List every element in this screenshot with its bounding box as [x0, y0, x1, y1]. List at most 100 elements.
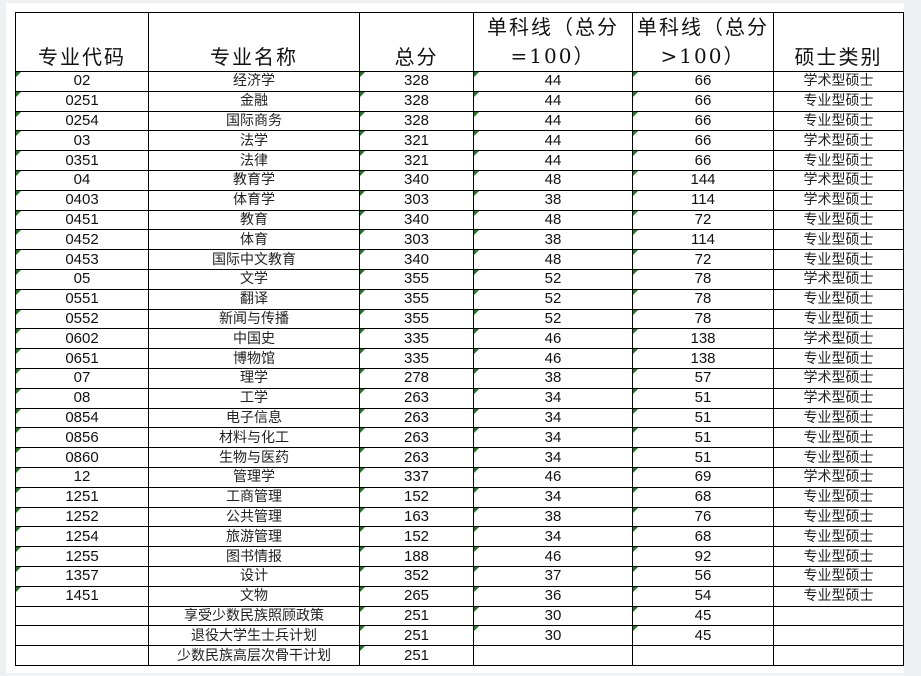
single-line-gt100: 69 [632, 466, 774, 488]
major-name: 中国史 [148, 328, 360, 350]
header-total: 总分 [359, 12, 474, 72]
major-name: 理学 [148, 367, 360, 389]
single-line-100: 44 [473, 90, 633, 112]
degree-type [773, 625, 904, 647]
total-score: 251 [359, 605, 474, 627]
single-line-100: 36 [473, 585, 633, 607]
single-line-100: 38 [473, 229, 633, 251]
table-row: 0602 中国史 335 46 138 学术型硕士 [15, 328, 904, 350]
table-row: 02 经济学 328 44 66 学术型硕士 [15, 71, 904, 92]
total-score: 263 [359, 447, 474, 468]
total-score: 352 [359, 565, 474, 587]
major-name: 文学 [148, 268, 360, 290]
major-name: 教育学 [148, 169, 360, 191]
degree-type: 学术型硕士 [773, 387, 904, 409]
major-code: 1357 [15, 565, 149, 587]
header-single-100: 单科线（总分=100） [473, 12, 633, 72]
major-code: 0251 [15, 90, 149, 112]
major-code: 1451 [15, 585, 149, 607]
degree-type: 专业型硕士 [773, 110, 904, 132]
major-code: 0651 [15, 348, 149, 369]
major-name: 文物 [148, 585, 360, 607]
degree-type: 专业型硕士 [773, 585, 904, 607]
major-name: 设计 [148, 565, 360, 587]
major-name: 享受少数民族照顾政策 [148, 605, 360, 627]
major-code [15, 605, 149, 627]
single-line-100: 52 [473, 268, 633, 290]
header-code: 专业代码 [15, 12, 149, 72]
major-name: 体育学 [148, 189, 360, 211]
table-row: 0251 金融 328 44 66 专业型硕士 [15, 90, 904, 112]
table-row: 0552 新闻与传播 355 52 78 专业型硕士 [15, 308, 904, 330]
single-line-gt100: 45 [632, 605, 774, 627]
total-score: 355 [359, 288, 474, 310]
total-score: 328 [359, 90, 474, 112]
table-row: 退役大学生士兵计划 251 30 45 [15, 625, 904, 647]
degree-type: 专业型硕士 [773, 90, 904, 112]
table-row: 享受少数民族照顾政策 251 30 45 [15, 605, 904, 627]
total-score: 340 [359, 249, 474, 270]
major-code: 0254 [15, 110, 149, 132]
table-row: 0453 国际中文教育 340 48 72 专业型硕士 [15, 249, 904, 270]
single-line-gt100: 57 [632, 367, 774, 389]
total-score: 188 [359, 546, 474, 567]
single-line-gt100: 66 [632, 90, 774, 112]
single-line-gt100: 114 [632, 229, 774, 251]
major-code: 0860 [15, 447, 149, 468]
major-name: 经济学 [148, 71, 360, 92]
major-name: 电子信息 [148, 407, 360, 429]
single-line-100: 52 [473, 308, 633, 330]
degree-type: 专业型硕士 [773, 249, 904, 270]
single-line-gt100: 138 [632, 328, 774, 350]
single-line-100: 44 [473, 130, 633, 152]
single-line-gt100: 51 [632, 407, 774, 429]
degree-type: 学术型硕士 [773, 367, 904, 389]
major-code: 04 [15, 169, 149, 191]
total-score: 335 [359, 328, 474, 350]
total-score: 303 [359, 229, 474, 251]
single-line-gt100: 45 [632, 625, 774, 647]
table-row: 1255 图书情报 188 46 92 专业型硕士 [15, 546, 904, 567]
single-line-gt100: 72 [632, 249, 774, 270]
single-line-100: 38 [473, 189, 633, 211]
single-line-100: 30 [473, 625, 633, 647]
major-code: 1252 [15, 506, 149, 528]
single-line-100: 48 [473, 249, 633, 270]
major-code: 0551 [15, 288, 149, 310]
table-row: 0254 国际商务 328 44 66 专业型硕士 [15, 110, 904, 132]
degree-type: 专业型硕士 [773, 407, 904, 429]
total-score: 251 [359, 645, 474, 666]
table-row: 12 管理学 337 46 69 学术型硕士 [15, 466, 904, 488]
single-line-gt100: 51 [632, 387, 774, 409]
single-line-100: 46 [473, 466, 633, 488]
single-line-gt100: 51 [632, 447, 774, 468]
major-name: 旅游管理 [148, 526, 360, 548]
major-name: 工商管理 [148, 486, 360, 508]
total-score: 321 [359, 130, 474, 152]
major-code: 03 [15, 130, 149, 152]
major-code: 1255 [15, 546, 149, 567]
single-line-100: 34 [473, 387, 633, 409]
single-line-gt100: 78 [632, 308, 774, 330]
total-score: 152 [359, 486, 474, 508]
single-line-gt100: 138 [632, 348, 774, 369]
single-line-100: 34 [473, 407, 633, 429]
total-score: 265 [359, 585, 474, 607]
major-code: 07 [15, 367, 149, 389]
total-score: 355 [359, 308, 474, 330]
degree-type: 专业型硕士 [773, 150, 904, 171]
single-line-gt100: 72 [632, 209, 774, 231]
single-line-100: 34 [473, 447, 633, 468]
single-line-100: 38 [473, 506, 633, 528]
single-line-gt100: 78 [632, 268, 774, 290]
table-row: 0854 电子信息 263 34 51 专业型硕士 [15, 407, 904, 429]
total-score: 163 [359, 506, 474, 528]
degree-type: 专业型硕士 [773, 447, 904, 468]
major-code: 1251 [15, 486, 149, 508]
degree-type [773, 605, 904, 627]
total-score: 335 [359, 348, 474, 369]
major-name: 博物馆 [148, 348, 360, 369]
degree-type: 专业型硕士 [773, 526, 904, 548]
single-line-gt100: 144 [632, 169, 774, 191]
table-row: 03 法学 321 44 66 学术型硕士 [15, 130, 904, 152]
